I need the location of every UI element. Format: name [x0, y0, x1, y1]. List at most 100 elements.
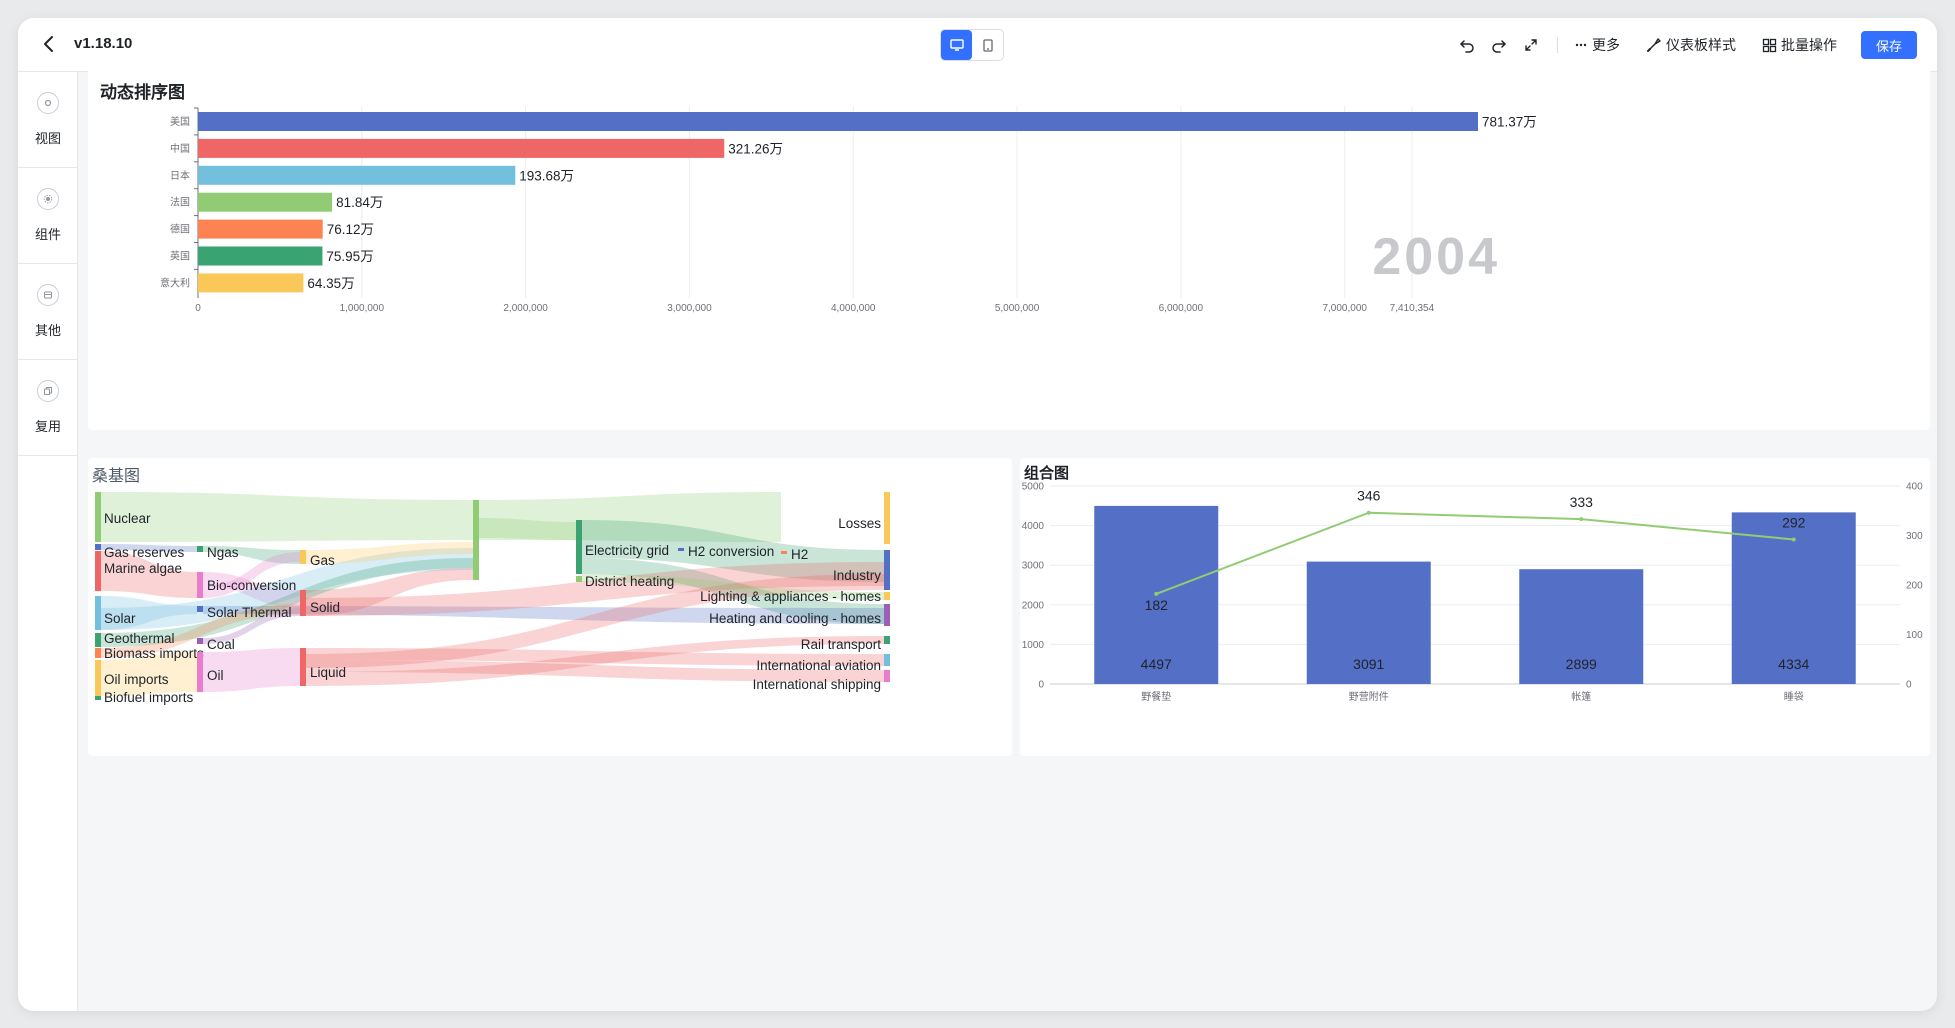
more-button[interactable]: 更多 — [1574, 35, 1620, 55]
sankey-link[interactable] — [101, 596, 197, 630]
sankey-link[interactable] — [203, 546, 300, 564]
sankey-link[interactable] — [306, 636, 884, 686]
sankey-node[interactable] — [884, 492, 890, 544]
sankey-node-label: Biofuel imports — [104, 690, 194, 705]
bar-value-label: 4497 — [1141, 656, 1172, 672]
line-series[interactable] — [1155, 511, 1794, 595]
sankey-link[interactable] — [306, 562, 884, 616]
sankey-link[interactable] — [306, 568, 473, 616]
bar[interactable] — [198, 273, 304, 293]
sankey-node[interactable] — [197, 652, 203, 692]
sankey-node[interactable] — [300, 648, 306, 686]
combo-card[interactable]: 组合图 0 1000 2000 3000 4000 5000 0 100 200 300 400 44… — [1020, 458, 1930, 756]
sankey-node[interactable] — [95, 696, 101, 700]
line-point[interactable] — [1579, 517, 1584, 522]
bar-value-label: 76.12万 — [327, 222, 374, 237]
sankey-link[interactable] — [306, 648, 884, 666]
sankey-node[interactable] — [884, 636, 890, 644]
sankey-node[interactable] — [884, 604, 890, 626]
bar-value-label: 781.37万 — [1482, 115, 1537, 130]
fullscreen-button[interactable] — [1515, 29, 1547, 61]
sankey-link[interactable] — [101, 604, 300, 658]
sankey-link[interactable] — [203, 552, 300, 598]
sankey-node-label: International aviation — [756, 658, 881, 673]
sankey-node[interactable] — [576, 576, 582, 582]
sankey-node[interactable] — [300, 590, 306, 616]
sankey-node[interactable] — [95, 551, 101, 591]
bar[interactable] — [198, 138, 725, 158]
sankey-link[interactable] — [203, 606, 884, 624]
sankey-node[interactable] — [197, 572, 203, 598]
batch-operation-button[interactable]: 批量操作 — [1762, 35, 1837, 55]
bar[interactable] — [198, 112, 1478, 131]
sankey-node[interactable] — [576, 520, 582, 574]
sankey-node[interactable] — [678, 548, 684, 551]
undo-button[interactable] — [1451, 29, 1483, 61]
sidebar-item-reuse[interactable]: 复用 — [18, 360, 78, 456]
sankey-link[interactable] — [203, 648, 300, 692]
sankey-title: 桑基图 — [92, 468, 141, 485]
back-button[interactable] — [38, 33, 60, 55]
mobile-icon — [982, 38, 993, 52]
sankey-node-label: Gas reserves — [104, 545, 185, 560]
component-icon — [37, 188, 59, 210]
sankey-node[interactable] — [300, 550, 306, 564]
bar[interactable] — [198, 219, 323, 239]
sankey-link[interactable] — [306, 542, 473, 564]
sankey-link[interactable] — [306, 574, 884, 668]
sankey-node-label: Oil — [207, 668, 224, 683]
sidebar-item-view[interactable]: 视图 — [18, 72, 78, 168]
sankey-node[interactable] — [473, 500, 479, 580]
y-tick-label: 意大利 — [160, 276, 190, 289]
sankey-node[interactable] — [884, 654, 890, 666]
sankey-node[interactable] — [197, 606, 203, 612]
line-point[interactable] — [1366, 510, 1371, 515]
sankey-link[interactable] — [203, 572, 300, 608]
bar-race-card[interactable]: 动态排序图 0 1,000,000 2,000,000 3,000,000 4,000,… — [88, 66, 1930, 430]
sankey-link[interactable] — [101, 544, 197, 552]
sankey-node[interactable] — [95, 660, 101, 696]
line-point[interactable] — [1154, 591, 1159, 596]
sidebar-item-other[interactable]: 其他 — [18, 264, 78, 360]
line-point[interactable] — [1791, 537, 1796, 542]
y-right-tick-label: 0 — [1906, 680, 1912, 691]
sankey-node[interactable] — [884, 670, 890, 682]
y-tick-label: 美国 — [170, 115, 190, 128]
sankey-node-label: Solar Thermal — [207, 605, 292, 620]
sankey-node[interactable] — [884, 592, 890, 600]
sankey-card[interactable]: 桑基图 Nuclear Gas reserves Marine algae Solar… — [88, 458, 1012, 756]
sankey-link[interactable] — [306, 660, 884, 682]
bar[interactable] — [1519, 569, 1644, 684]
sankey-node[interactable] — [884, 550, 890, 590]
sankey-link[interactable] — [582, 574, 884, 600]
sankey-link[interactable] — [203, 608, 300, 644]
bar[interactable] — [198, 192, 333, 212]
sankey-node[interactable] — [95, 544, 101, 550]
sankey-node[interactable] — [197, 638, 203, 644]
sankey-node[interactable] — [95, 596, 101, 630]
bar[interactable] — [198, 246, 323, 266]
sankey-link[interactable] — [101, 492, 473, 542]
dashboard-style-button[interactable]: 仪表板样式 — [1646, 35, 1736, 55]
mobile-view-button[interactable] — [972, 30, 1003, 60]
desktop-view-button[interactable] — [941, 30, 972, 60]
sankey-link[interactable] — [582, 520, 884, 582]
sankey-node[interactable] — [197, 546, 203, 552]
sankey-link[interactable] — [101, 652, 197, 696]
sankey-link[interactable] — [479, 518, 576, 540]
sankey-link[interactable] — [101, 548, 473, 630]
x-tick-label: 4,000,000 — [831, 303, 876, 314]
sankey-link[interactable] — [479, 492, 781, 542]
sankey-node[interactable] — [95, 648, 101, 658]
bar[interactable] — [1306, 561, 1431, 684]
sankey-node[interactable] — [781, 551, 787, 554]
sankey-link[interactable] — [582, 558, 884, 624]
sidebar-item-component[interactable]: 组件 — [18, 168, 78, 264]
bar[interactable] — [198, 165, 516, 185]
sankey-link[interactable] — [101, 558, 473, 647]
sankey-node[interactable] — [95, 492, 101, 542]
sankey-node[interactable] — [95, 633, 101, 647]
sankey-link[interactable] — [101, 551, 197, 598]
save-button[interactable]: 保存 — [1861, 31, 1917, 59]
redo-button[interactable] — [1483, 29, 1515, 61]
